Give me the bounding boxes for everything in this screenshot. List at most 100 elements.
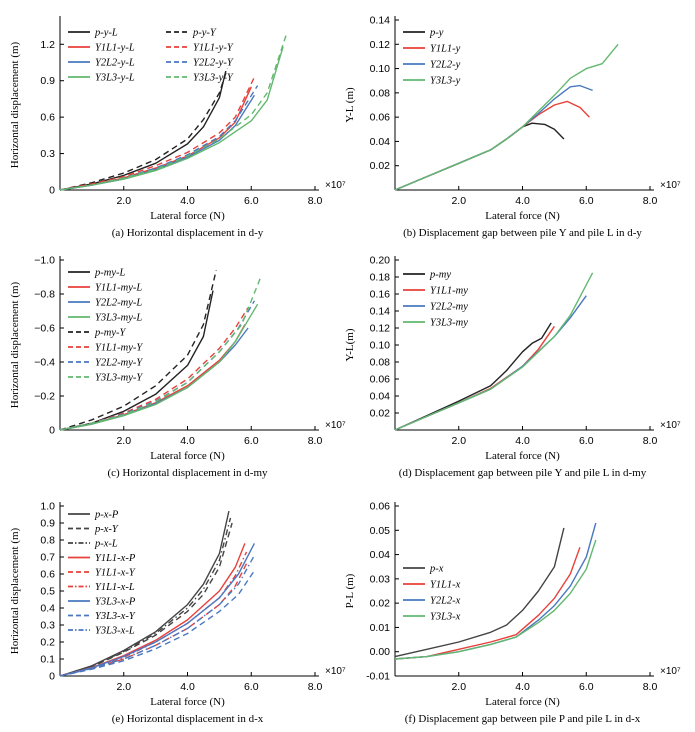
chart-caption: (b) Displacement gap between pile Y and … [403, 227, 642, 239]
series-line-p-y-l [59, 70, 227, 191]
x-tick-label: 4.0 [180, 195, 195, 207]
x-tick-label: 4.0 [515, 681, 530, 693]
legend-label: p-x-P [94, 510, 119, 521]
x-exponent-label: ×10⁷ [660, 666, 681, 677]
x-tick-label: 8.0 [308, 681, 323, 693]
legend-label: p-my-L [94, 268, 125, 279]
series-line-y1l1-x-y [59, 560, 249, 677]
y-tick-label: 0.20 [370, 255, 391, 267]
legend: p-y-L Y1L1-y-L Y2L2-y-L Y3L3-y-L p-y-Y Y1L1-y… [68, 28, 234, 84]
y-axis-label: Y-L(m) [344, 328, 356, 361]
legend: p-x Y1L1-x Y2L2-x Y3L3-x [403, 564, 461, 623]
x-tick-label: 8.0 [643, 681, 658, 693]
x-exponent-label: ×10⁷ [325, 420, 346, 431]
y-tick-label: 0.08 [370, 87, 391, 99]
legend-label: Y3L3-my-L [95, 313, 142, 324]
x-exponent-label: ×10⁷ [325, 180, 346, 191]
series-line-p-x [394, 527, 565, 658]
y-axis-label: P-L (m) [344, 573, 356, 608]
chart-caption: (d) Displacement gap between pile Y and … [399, 467, 647, 479]
series-line-y2l2-y-l [59, 94, 255, 191]
x-exponent-label: ×10⁷ [660, 180, 681, 191]
y-tick-label: 0.04 [370, 549, 391, 561]
x-tick-label: 6.0 [244, 435, 259, 447]
x-tick-label: 4.0 [515, 435, 530, 447]
y-tick-label: 0 [49, 185, 55, 197]
legend-label: Y3L3-my-Y [95, 373, 143, 384]
y-tick-label: 0.06 [370, 112, 391, 124]
series-line-y3l3-y-l [59, 46, 284, 191]
y-tick-label: 0.6 [40, 112, 55, 124]
y-tick-label: 0.8 [40, 535, 55, 547]
y-tick-label: 0 [49, 425, 55, 437]
x-axis-label: Lateral force (N) [485, 696, 560, 708]
y-tick-label: −0.4 [34, 357, 55, 369]
x-tick-label: 2.0 [116, 681, 131, 693]
y-tick-label: 0.9 [40, 75, 55, 87]
y-tick-label: −0.8 [34, 289, 55, 301]
series-line-y2l2-my-l [59, 327, 249, 431]
y-axis-label: Horizontal displacement (m) [9, 281, 21, 408]
y-tick-label: 0.3 [40, 620, 55, 632]
chart-caption: (f) Displacement gap between pile P and … [405, 713, 641, 725]
y-axis-label: Horizontal displacement (m) [9, 41, 21, 168]
legend-label: p-y-Y [192, 28, 217, 39]
legend-label: p-x [429, 564, 444, 575]
y-tick-label: 0.12 [370, 323, 391, 335]
legend: p-y Y1L1-y Y2L2-y Y3L3-y [403, 28, 461, 87]
chart-panel-d: 2.0 4.0 6.0 8.0 0.02 0.04 0.06 0.08 0.10 0.12 0.14… [344, 255, 681, 480]
series-line-y1l1-my [394, 325, 555, 431]
legend-label: Y3L3-my [430, 318, 468, 329]
x-tick-label: 2.0 [116, 195, 131, 207]
series-line-p-x-p [59, 510, 230, 677]
y-tick-label: 0.10 [370, 63, 391, 75]
legend-label: Y1L1-x-Y [95, 568, 136, 579]
legend-label: Y3L3-y-L [95, 73, 135, 84]
series-line-p-x-y [59, 522, 233, 677]
series-line-y1l1-my-y [59, 307, 249, 431]
series-line-y1l1-x-l [59, 551, 248, 677]
y-tick-label: 0.18 [370, 272, 391, 284]
y-tick-label: 0.12 [370, 39, 391, 51]
series-line-y3l3-x [394, 539, 597, 660]
x-tick-label: 8.0 [308, 195, 323, 207]
y-tick-label: 0.06 [370, 501, 391, 513]
x-exponent-label: ×10⁷ [660, 420, 681, 431]
x-axis-label: Lateral force (N) [150, 210, 225, 222]
series-line-y3l3-my-l [59, 303, 259, 431]
series-line-y1l1-y-y [59, 76, 256, 191]
legend-label: Y1L1-y-Y [193, 43, 234, 54]
y-tick-label: 1.2 [40, 39, 55, 51]
x-tick-label: 8.0 [643, 435, 658, 447]
legend-label: Y1L1-y [430, 44, 461, 55]
series-line-y2l2-x [394, 522, 597, 660]
chart-panel-e: 2.0 4.0 6.0 8.0 0 0.1 0.2 0.3 0.4 0.5 0.6 0.7 0.8 0.9… [9, 501, 346, 726]
chart-caption: (e) Horizontal displacement in d-x [112, 713, 264, 725]
x-tick-label: 2.0 [451, 435, 466, 447]
legend-label: Y2L2-y-Y [193, 58, 234, 69]
series-line-y1l1-x-p [59, 543, 246, 677]
legend-label: Y2L2-x [430, 596, 461, 607]
legend-label: Y3L3-y-Y [193, 73, 234, 84]
legend-label: Y3L3-x-L [95, 626, 135, 637]
y-tick-label: 0.14 [370, 306, 391, 318]
y-tick-label: 0.14 [370, 15, 391, 27]
legend-label: Y3L3-x [430, 612, 461, 623]
legend-label: Y1L1-my-L [95, 283, 142, 294]
chart-caption: (a) Horizontal displacement in d-y [112, 227, 264, 239]
legend: p-my-L Y1L1-my-L Y2L2-my-L Y3L3-my-L p-my-Y Y… [68, 268, 143, 384]
y-tick-label: 0 [49, 671, 55, 683]
legend-label: p-x-L [94, 539, 118, 550]
x-tick-label: 2.0 [451, 195, 466, 207]
x-tick-label: 6.0 [244, 195, 259, 207]
x-tick-label: 4.0 [180, 681, 195, 693]
y-tick-label: 0.7 [40, 552, 55, 564]
series-line-p-x-l [59, 517, 232, 677]
series-line-y3l3-x-l [59, 554, 256, 677]
x-tick-label: 4.0 [180, 435, 195, 447]
legend-label: p-my-Y [94, 328, 126, 339]
chart-panel-c: 2.0 4.0 6.0 8.0 0 −0.2 −0.4 −0.6 −0.8 −1.0 ×10⁷ Lat… [9, 255, 346, 480]
x-axis-label: Lateral force (N) [150, 696, 225, 708]
y-axis-label: Y-L (m) [344, 87, 356, 123]
